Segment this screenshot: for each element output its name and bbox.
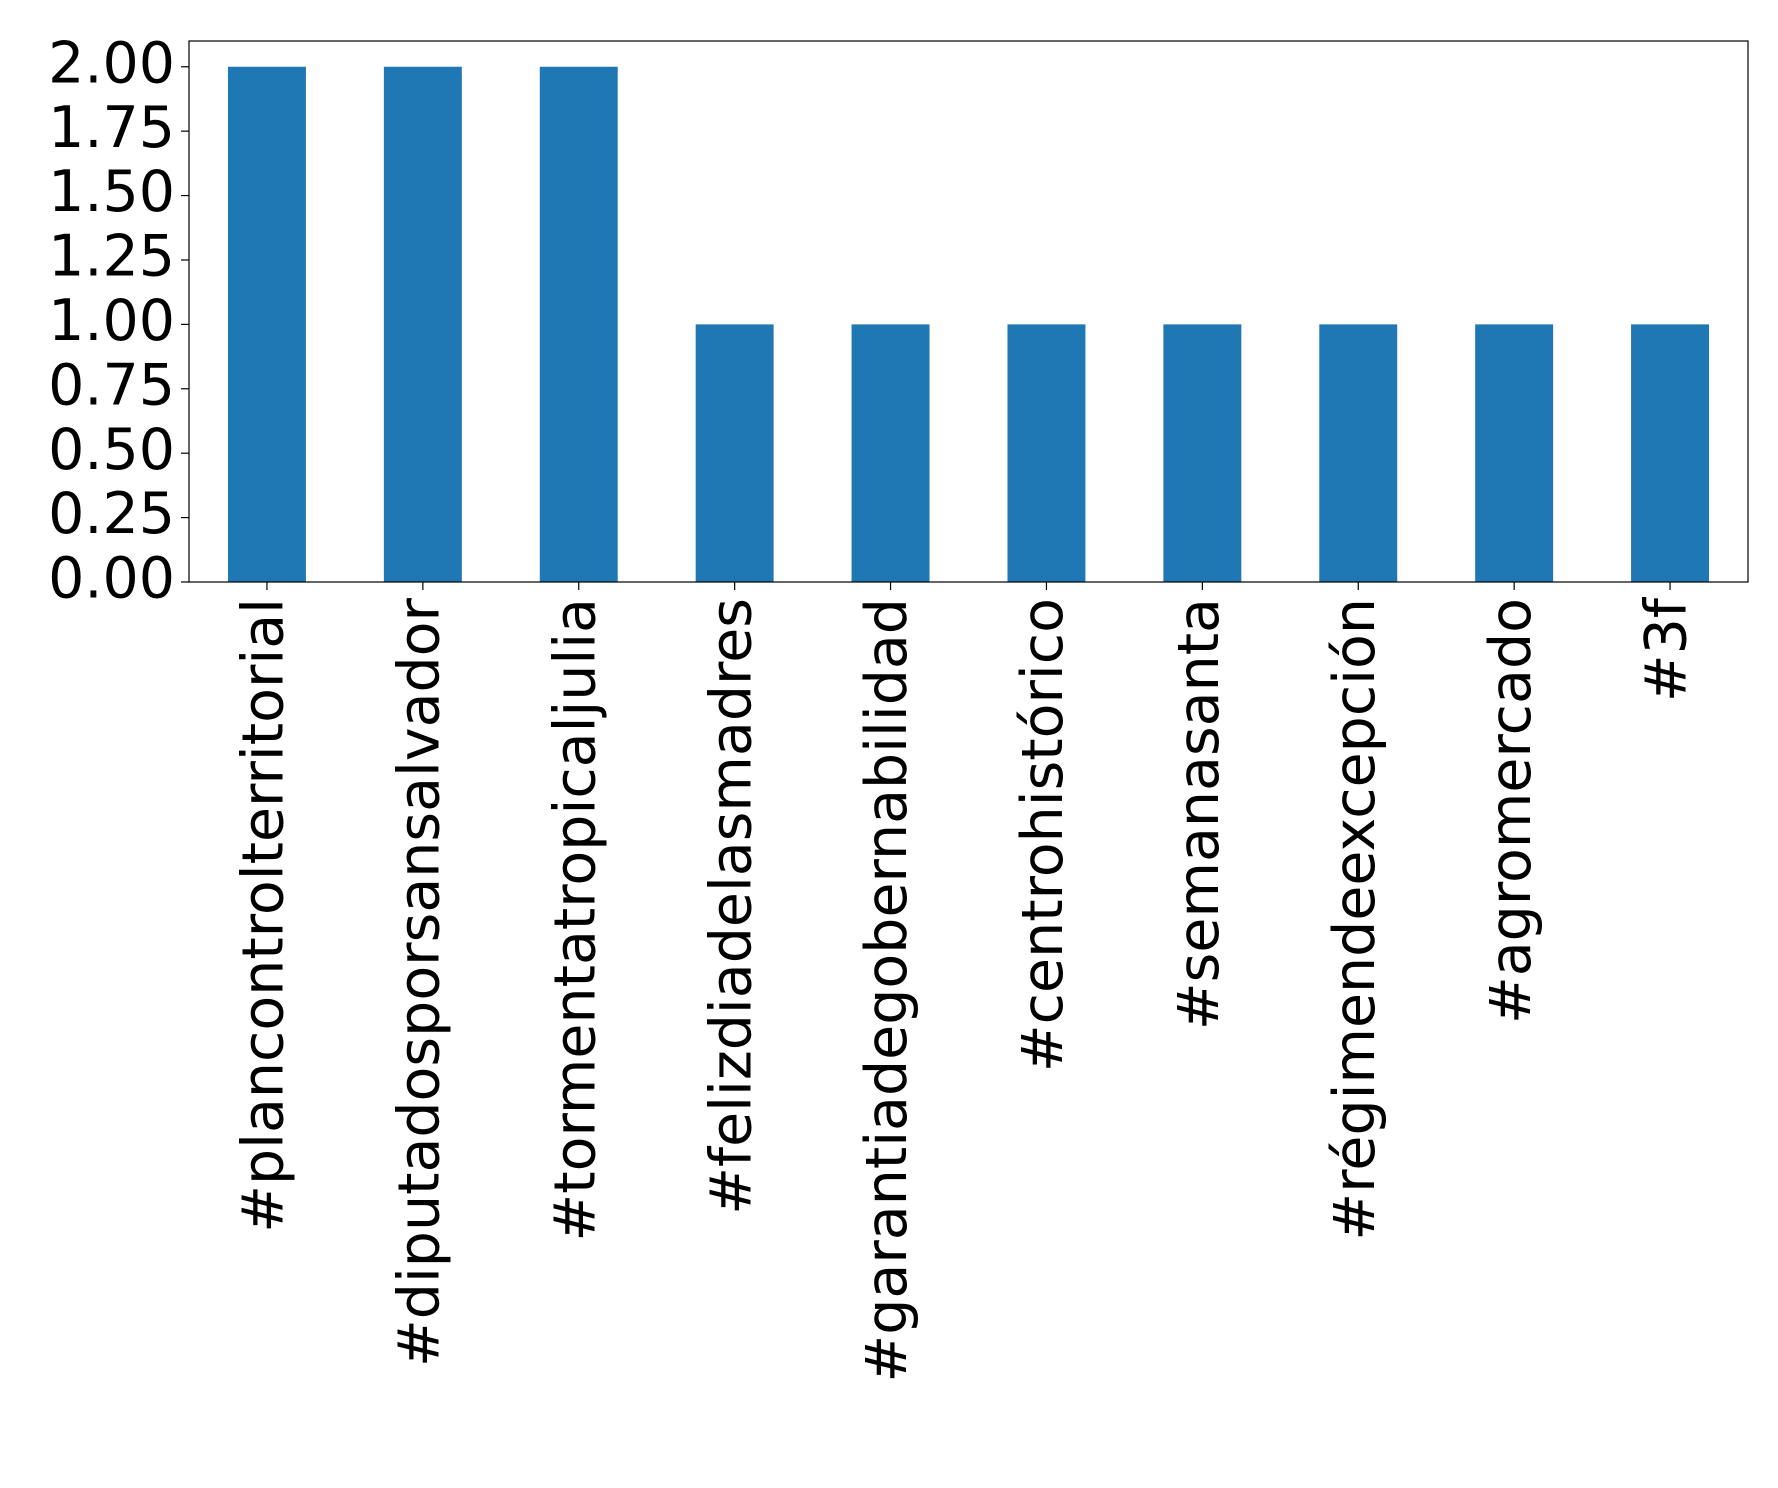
y-tick-label: 1.25 [48, 224, 175, 290]
y-tick-label: 0.50 [48, 417, 175, 483]
x-tick-label: #semanasanta [1166, 598, 1232, 1030]
x-tick-label: #plancontrolterritorial [231, 598, 297, 1233]
bar [851, 324, 930, 582]
plot-frame [188, 40, 1749, 583]
bar [1007, 324, 1086, 582]
bar [1631, 324, 1710, 582]
x-tick-label: #felizdiadelasmadres [698, 598, 764, 1215]
bar [383, 66, 462, 582]
bar [1475, 324, 1554, 582]
y-tick-label: 1.75 [48, 95, 175, 161]
x-tick-label: #diputadosporsansalvador [386, 597, 452, 1367]
x-tick-label: #3f [1634, 596, 1700, 702]
y-tick-label: 2.00 [48, 30, 175, 96]
y-tick-label: 1.00 [48, 288, 175, 354]
x-tick-label: #centrohistórico [1010, 598, 1076, 1072]
y-tick-label: 1.50 [48, 159, 175, 225]
y-tick-label: 0.25 [48, 481, 175, 547]
x-tick-label: #garantiadegobernabilidad [854, 598, 920, 1383]
bar [1163, 324, 1242, 582]
y-tick-label: 0.75 [48, 352, 175, 418]
x-tick-label: #régimendeexcepción [1322, 598, 1388, 1241]
x-tick-label: #agromercado [1478, 598, 1544, 1024]
y-tick-label: 0.00 [48, 546, 175, 612]
x-tick-label: #tormentatropicaljulia [542, 598, 608, 1242]
bar [227, 66, 306, 582]
bar [1319, 324, 1398, 582]
bar [539, 66, 618, 582]
bar [695, 324, 774, 582]
